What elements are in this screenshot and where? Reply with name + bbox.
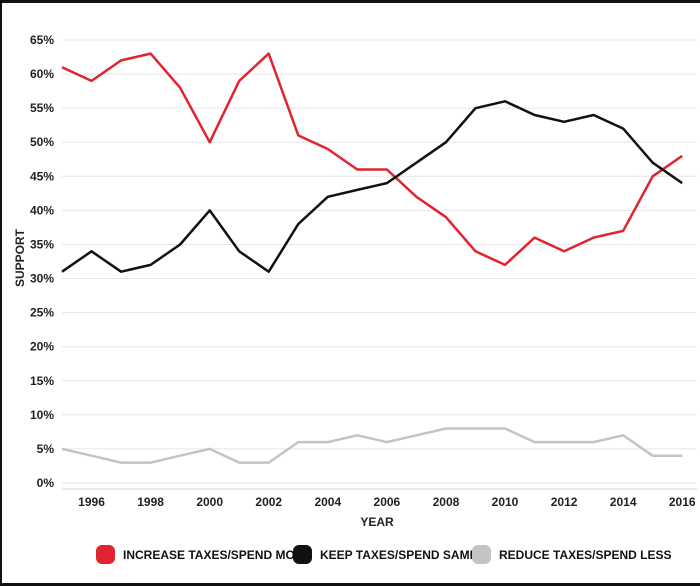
y-tick-label: 25%: [30, 306, 54, 320]
y-tick-label: 5%: [37, 442, 55, 456]
y-tick-label: 10%: [30, 408, 54, 422]
y-tick-label: 50%: [30, 135, 54, 149]
y-tick-label: 20%: [30, 340, 54, 354]
legend-label-reduce-taxes-spend-less: REDUCE TAXES/SPEND LESS: [499, 548, 671, 562]
x-axis-ticks: 1996 1998 2000 2002 2004 2006 2008 2010 2012 2014…: [78, 495, 696, 509]
x-axis-title: YEAR: [360, 515, 394, 529]
legend-swatch-increase-taxes-spend-more: [96, 545, 115, 564]
y-tick-label: 60%: [30, 67, 54, 81]
x-tick-label: 2016: [669, 495, 696, 509]
x-tick-label: 1996: [78, 495, 105, 509]
y-tick-label: 65%: [30, 33, 54, 47]
series-line-keep-taxes-spend-same: [61, 100, 683, 273]
y-tick-label: 30%: [30, 272, 54, 286]
y-tick-label: 35%: [30, 237, 54, 251]
legend-label-keep-taxes-spend-same: KEEP TAXES/SPEND SAME: [320, 548, 478, 562]
legend: INCREASE TAXES/SPEND MORE KEEP TAXES/SPEN…: [96, 545, 671, 564]
legend-label-increase-taxes-spend-more: INCREASE TAXES/SPEND MORE: [123, 548, 311, 562]
y-axis-title: SUPPORT: [13, 228, 27, 287]
x-tick-label: 2012: [551, 495, 578, 509]
y-tick-label: 15%: [30, 374, 54, 388]
y-tick-label: 45%: [30, 169, 54, 183]
x-tick-label: 2002: [255, 495, 282, 509]
x-tick-label: 2014: [610, 495, 637, 509]
y-tick-label: 55%: [30, 101, 54, 115]
x-tick-label: 2008: [433, 495, 460, 509]
y-tick-label: 40%: [30, 203, 54, 217]
x-tick-label: 2000: [196, 495, 223, 509]
series-line-reduce-taxes-spend-less: [61, 427, 683, 464]
series-lines: [61, 52, 683, 464]
legend-swatch-reduce-taxes-spend-less: [472, 545, 491, 564]
y-tick-label: 0%: [37, 476, 55, 490]
x-tick-label: 2004: [314, 495, 341, 509]
x-tick-label: 2006: [374, 495, 401, 509]
legend-swatch-keep-taxes-spend-same: [293, 545, 312, 564]
series-line-increase-taxes-spend-more: [61, 52, 683, 267]
x-tick-label: 2010: [492, 495, 519, 509]
x-tick-label: 1998: [137, 495, 164, 509]
y-axis-ticks: 0% 5% 10% 15% 20% 25% 30% 35% 40% 45% 50% 55% 60% 65%: [30, 33, 54, 490]
gridlines: [62, 39, 697, 490]
